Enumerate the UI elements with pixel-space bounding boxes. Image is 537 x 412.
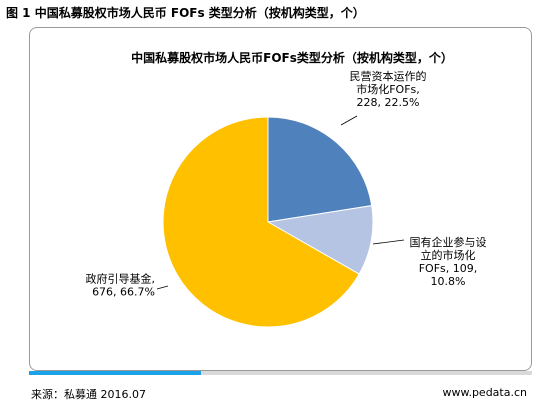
slice-label-line: FOFs, 109, <box>419 262 478 275</box>
slice-label: 民营资本运作的市场化FOFs, 228, 22.5% <box>350 69 427 109</box>
slice-label-line: 国有企业参与设 <box>410 235 487 249</box>
chart-title: 中国私募股权市场人民币FOFs类型分析（按机构类型，个） <box>131 50 453 65</box>
slice-label-line: 立的市场化 <box>421 248 476 262</box>
source-note: 来源：私募通 2016.07 <box>31 388 146 401</box>
slice-label-line: 10.8% <box>431 275 466 288</box>
slice-label-line: 民营资本运作的 <box>350 69 427 83</box>
figure-caption: 图 1 中国私募股权市场人民币 FOFs 类型分析（按机构类型，个） <box>6 6 365 20</box>
slice-label: 国有企业参与设立的市场化 FOFs, 109, 10.8% <box>410 235 487 288</box>
slice-private-market <box>267 116 373 223</box>
leader-line <box>340 115 358 126</box>
slice-government-guided <box>162 116 360 328</box>
bottom-divider <box>29 371 532 375</box>
bottom-divider-accent <box>29 371 201 375</box>
leader-line <box>372 239 405 245</box>
pie-slices <box>162 116 374 328</box>
slice-label-line: 228, 22.5% <box>357 96 420 109</box>
slice-label: 政府引导基金, 676, 66.7% <box>86 272 156 299</box>
leader-line <box>156 285 169 290</box>
leader-lines <box>156 115 405 290</box>
pie-chart: 中国私募股权市场人民币FOFs类型分析（按机构类型，个） 民营资本运作的市场化F… <box>86 50 487 328</box>
website-link[interactable]: www.pedata.cn <box>442 386 527 399</box>
slice-labels: 民营资本运作的市场化FOFs, 228, 22.5% 国有企业参与设立的市场化 FOF… <box>86 69 487 299</box>
slice-label-line: 市场化FOFs, <box>356 82 420 96</box>
slice-label-line: 政府引导基金, <box>86 272 156 286</box>
slice-state-owned <box>266 205 374 275</box>
slice-label-line: 676, 66.7% <box>92 286 155 299</box>
